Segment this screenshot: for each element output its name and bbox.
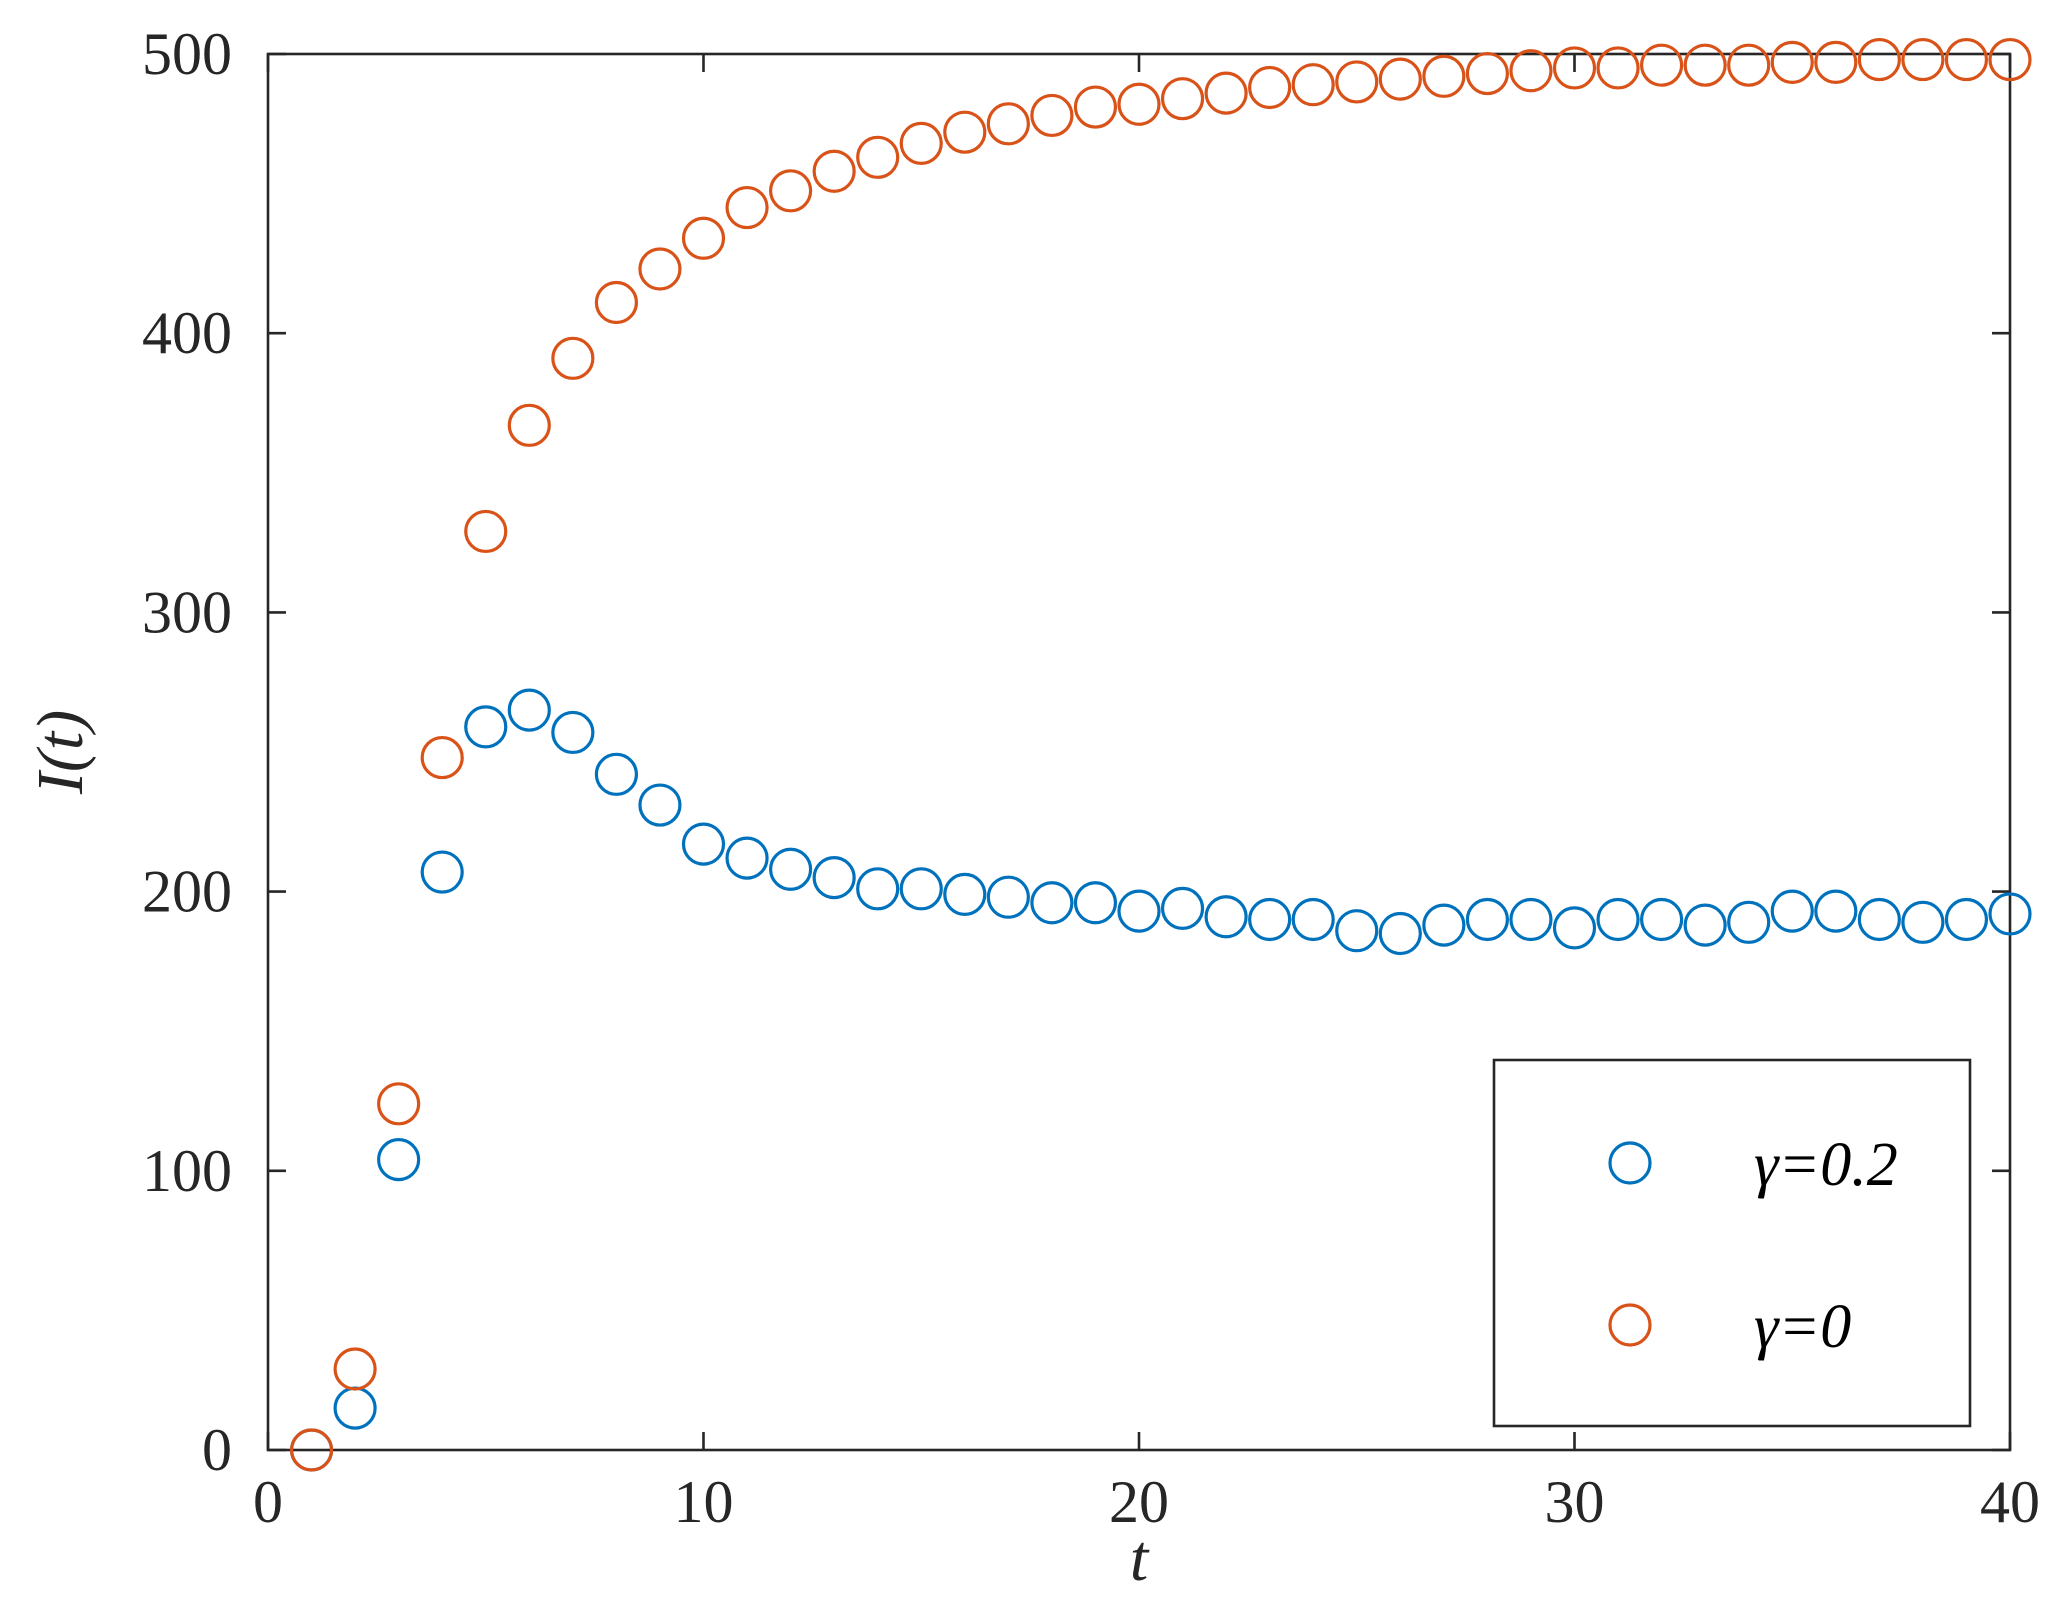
- data-point: [1117, 889, 1161, 933]
- data-point: [1552, 906, 1597, 950]
- data-point: [289, 1428, 334, 1472]
- data-point: [943, 110, 987, 154]
- data-point: [1248, 65, 1292, 110]
- data-point: [1291, 897, 1335, 942]
- y-tick-label: 400: [142, 300, 232, 366]
- data-point: [1683, 903, 1727, 947]
- data-point: [1378, 57, 1422, 101]
- data-point: [1901, 900, 1945, 944]
- data-point: [1509, 897, 1553, 942]
- data-point: [594, 280, 639, 325]
- data-point: [551, 336, 595, 380]
- x-tick-label: 0: [253, 1469, 283, 1535]
- x-tick-label: 30: [1545, 1469, 1605, 1535]
- data-point: [1248, 897, 1292, 942]
- data-point: [681, 216, 726, 260]
- data-point: [768, 847, 813, 891]
- data-point: [1988, 37, 2032, 82]
- data-point: [1378, 911, 1422, 956]
- data-point: [1727, 43, 1771, 87]
- data-point: [420, 735, 464, 780]
- data-point: [377, 1138, 421, 1182]
- data-point: [1814, 889, 1858, 933]
- data-point: [1814, 40, 1858, 84]
- data-point: [812, 149, 856, 193]
- data-point: [681, 822, 726, 866]
- legend: γ=0.2 γ=0: [1492, 1058, 1972, 1428]
- data-point: [768, 169, 813, 213]
- data-point: [899, 867, 943, 911]
- data-point: [1465, 897, 1510, 942]
- x-tick-label: 10: [674, 1469, 734, 1535]
- y-tick-label: 500: [142, 21, 232, 87]
- data-point: [1160, 886, 1205, 930]
- data-point: [1204, 895, 1248, 939]
- legend-label: γ=0.2: [1754, 1131, 1898, 1199]
- legend-marker: [1608, 1141, 1652, 1185]
- data-point: [1770, 889, 1814, 933]
- data-point: [943, 872, 987, 916]
- data-point: [1683, 43, 1727, 87]
- data-point: [1639, 897, 1684, 942]
- x-tick-label: 40: [1980, 1469, 2040, 1535]
- data-point: [1117, 82, 1161, 126]
- data-point: [1727, 900, 1771, 944]
- data-point: [1204, 71, 1248, 115]
- y-tick-label: 300: [142, 579, 232, 645]
- data-point: [1509, 49, 1553, 93]
- data-point: [986, 102, 1030, 146]
- legend-label: γ=0: [1754, 1293, 1851, 1361]
- data-point: [725, 185, 769, 230]
- data-point: [507, 688, 551, 732]
- data-point: [1639, 43, 1684, 87]
- data-point: [1160, 77, 1205, 121]
- x-axis-label: t: [1130, 1522, 1150, 1595]
- data-point: [464, 509, 508, 554]
- legend-box: [1492, 1058, 1972, 1428]
- data-point: [1291, 63, 1335, 107]
- data-point: [1944, 37, 1989, 82]
- data-point: [638, 783, 682, 827]
- data-point: [377, 1082, 421, 1126]
- y-tick-label: 200: [142, 859, 232, 925]
- data-point: [1335, 60, 1379, 104]
- data-point: [725, 836, 769, 880]
- data-point: [594, 752, 639, 796]
- data-point: [1073, 881, 1118, 925]
- data-point: [856, 867, 900, 911]
- y-tick-label: 0: [202, 1417, 232, 1483]
- y-axis-label: I(t): [24, 710, 97, 795]
- data-point: [1422, 54, 1466, 98]
- data-point: [899, 121, 943, 165]
- data-point: [464, 705, 508, 749]
- data-point: [1335, 909, 1379, 953]
- data-point: [638, 247, 682, 291]
- y-tick-label: 100: [142, 1138, 232, 1204]
- data-point: [1596, 46, 1640, 90]
- data-point: [1030, 881, 1074, 925]
- data-point: [1596, 897, 1640, 942]
- data-point: [333, 1347, 377, 1391]
- data-point: [1901, 37, 1945, 82]
- data-point: [986, 875, 1030, 919]
- legend-marker: [1608, 1303, 1652, 1347]
- data-point: [1944, 897, 1989, 942]
- data-point: [1857, 37, 1901, 82]
- data-point: [1030, 93, 1074, 138]
- data-point: [812, 856, 856, 900]
- data-point: [1422, 903, 1466, 947]
- data-point: [1552, 46, 1597, 90]
- data-point: [1770, 40, 1814, 84]
- data-point: [1988, 892, 2032, 936]
- x-tick-label: 20: [1109, 1469, 1169, 1535]
- data-point: [1857, 897, 1901, 942]
- data-point: [1073, 85, 1118, 129]
- data-point: [420, 850, 464, 894]
- data-point: [507, 403, 551, 447]
- data-point: [1465, 51, 1510, 96]
- data-point: [551, 710, 595, 755]
- data-point: [856, 135, 900, 179]
